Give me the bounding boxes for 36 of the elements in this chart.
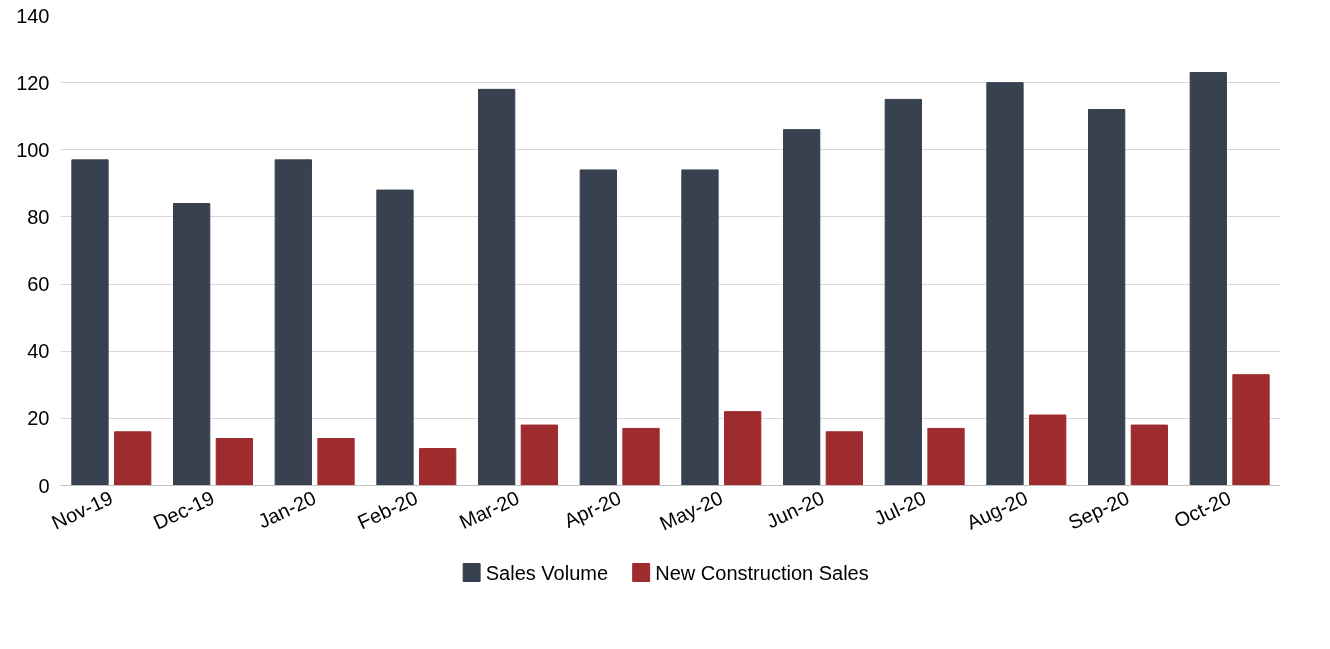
y-tick-label: 20 (27, 407, 50, 430)
bar (681, 169, 719, 486)
x-tick-label: Oct-20 (1170, 486, 1235, 532)
y-tick-label: 80 (27, 205, 50, 228)
legend-label: Sales Volume (485, 561, 609, 584)
y-tick-label: 40 (27, 340, 50, 363)
bar (1088, 109, 1126, 486)
bar (419, 448, 457, 486)
legend-label: New Construction Sales (655, 561, 869, 584)
bar (1232, 374, 1270, 486)
bar (478, 88, 516, 486)
y-tick-label: 140 (16, 4, 50, 27)
bar (317, 438, 355, 486)
y-tick-label: 0 (38, 474, 50, 497)
bar (986, 82, 1024, 486)
bar (520, 424, 558, 486)
bar (1130, 424, 1168, 486)
bar (927, 427, 965, 486)
x-tick-label: Jul-20 (870, 486, 930, 530)
bar (376, 189, 414, 486)
bar (724, 411, 762, 486)
bar (884, 98, 922, 486)
bar (71, 159, 109, 486)
bar (114, 431, 152, 486)
y-tick-label: 120 (16, 71, 50, 94)
bar (825, 431, 863, 486)
bar (215, 438, 253, 486)
y-tick-label: 60 (27, 273, 50, 296)
bar (1189, 72, 1227, 486)
bar (274, 159, 312, 486)
bar (622, 427, 660, 486)
bar (1029, 414, 1067, 486)
bar (783, 129, 821, 486)
y-tick-label: 100 (16, 138, 50, 161)
bar (579, 169, 617, 486)
bar (173, 203, 211, 486)
